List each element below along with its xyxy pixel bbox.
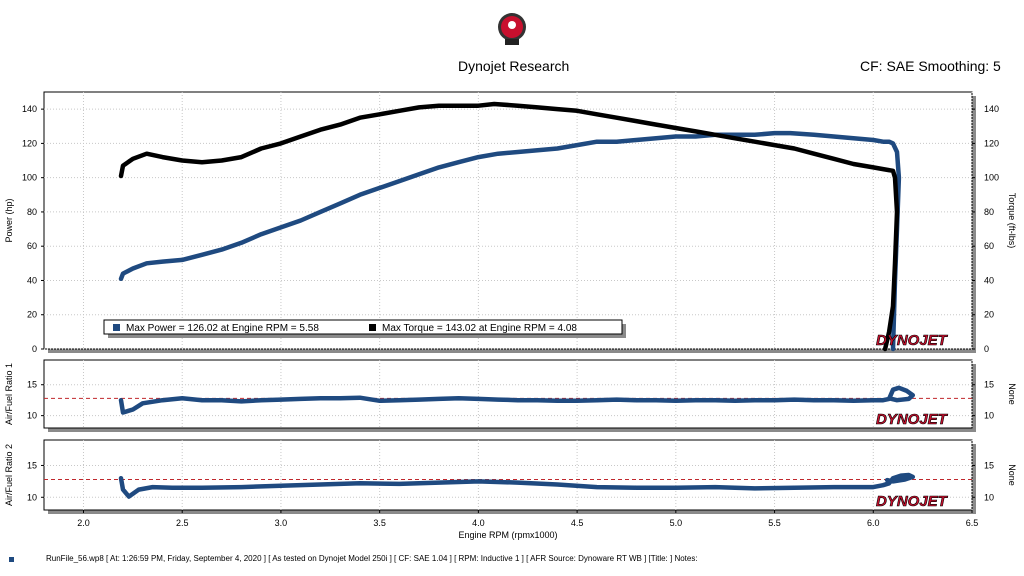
y-tick-label: 10: [27, 411, 37, 421]
y-tick-label: 15: [27, 460, 37, 470]
y2-tick-label: 80: [984, 207, 994, 217]
y-axis-label: Air/Fuel Ratio 2: [4, 444, 14, 506]
x-tick-label: 2.0: [77, 518, 90, 528]
y-axis-label: Air/Fuel Ratio 1: [4, 363, 14, 425]
dynojet-wordmark: DYNOJET: [876, 332, 949, 349]
footer-marker-icon: [9, 557, 14, 562]
dynojet-badge-icon: [498, 13, 526, 45]
legend-box: [103, 319, 623, 335]
y-axis-label: Power (hp): [4, 198, 14, 242]
y-tick-label: 60: [27, 241, 37, 251]
y-tick-label: 120: [22, 138, 37, 148]
y-tick-label: 100: [22, 173, 37, 183]
y2-tick-label: 10: [984, 492, 994, 502]
y2-axis-label: Torque (ft-lbs): [1007, 193, 1017, 249]
x-tick-label: 4.5: [571, 518, 584, 528]
x-tick-label: 6.0: [867, 518, 880, 528]
company-title: Dynojet Research: [458, 58, 570, 74]
power-curve: [118, 130, 902, 352]
y2-tick-label: 20: [984, 310, 994, 320]
y-tick-label: 15: [27, 380, 37, 390]
legend-swatch: [369, 324, 376, 331]
dynojet-wordmark: DYNOJET: [876, 411, 949, 428]
y2-tick-label: 140: [984, 104, 999, 114]
x-tick-label: 5.5: [768, 518, 781, 528]
x-tick-label: 3.5: [373, 518, 386, 528]
afr-curve: [118, 472, 916, 499]
legend-max-torque: Max Torque = 143.02 at Engine RPM = 4.08: [382, 323, 577, 334]
badge-base: [505, 39, 519, 45]
y2-tick-label: 40: [984, 275, 994, 285]
run-file-footer: RunFile_56.wp8 [ At: 1:26:59 PM, Friday,…: [46, 554, 698, 563]
x-tick-label: 4.0: [472, 518, 485, 528]
y2-tick-label: 60: [984, 241, 994, 251]
x-tick-label: 5.0: [670, 518, 683, 528]
dynojet-wordmark: DYNOJET: [876, 493, 949, 510]
y2-axis-label: None: [1007, 464, 1017, 486]
y2-tick-label: 120: [984, 138, 999, 148]
torque-curve: [118, 101, 900, 352]
x-tick-label: 3.0: [275, 518, 288, 528]
y-tick-label: 140: [22, 104, 37, 114]
badge-dot: [508, 21, 516, 29]
y2-axis-label: None: [1007, 383, 1017, 405]
y2-tick-label: 0: [984, 344, 989, 354]
afr-curve: [118, 385, 916, 415]
x-tick-label: 2.5: [176, 518, 189, 528]
legend-swatch: [113, 324, 120, 331]
y-tick-label: 10: [27, 492, 37, 502]
panel-frame: [43, 91, 973, 350]
cf-smoothing-label: CF: SAE Smoothing: 5: [860, 58, 1001, 74]
y2-tick-label: 15: [984, 460, 994, 470]
panel-frame: [43, 439, 973, 511]
panel-frame: [43, 359, 973, 429]
y2-tick-label: 100: [984, 173, 999, 183]
y2-tick-label: 10: [984, 411, 994, 421]
x-tick-label: 6.5: [966, 518, 979, 528]
y-tick-label: 0: [32, 344, 37, 354]
legend-max-power: Max Power = 126.02 at Engine RPM = 5.58: [126, 323, 319, 334]
y-tick-label: 80: [27, 207, 37, 217]
y-tick-label: 40: [27, 275, 37, 285]
y2-tick-label: 15: [984, 380, 994, 390]
x-axis-label: Engine RPM (rpmx1000): [458, 530, 557, 540]
y-tick-label: 20: [27, 310, 37, 320]
